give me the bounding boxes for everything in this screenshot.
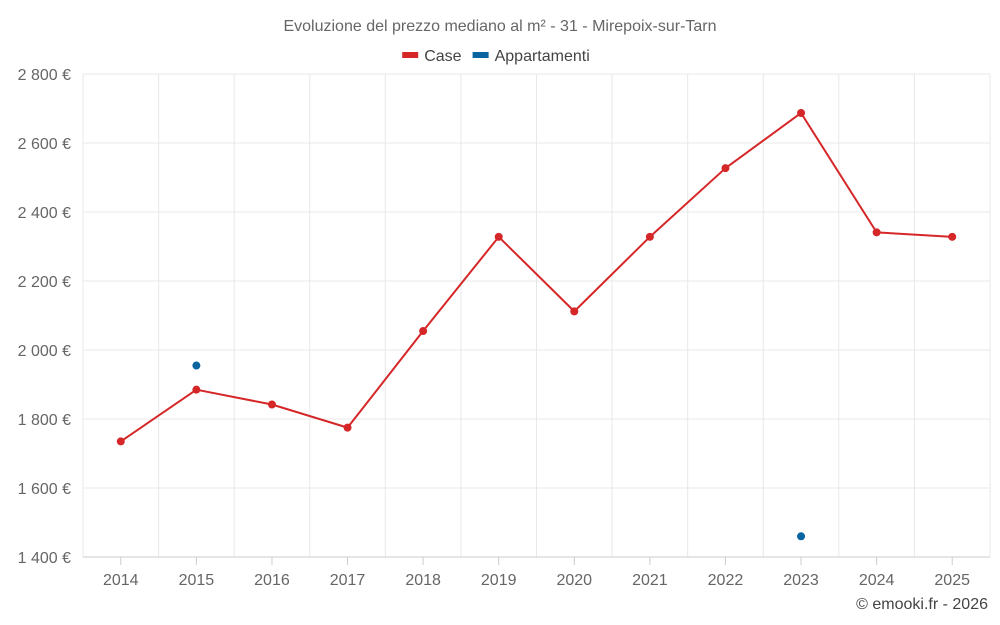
y-tick-label: 2 000 € — [18, 343, 71, 360]
x-tick-label: 2018 — [405, 572, 441, 589]
y-tick-label: 2 200 € — [18, 274, 71, 291]
legend-swatch — [402, 52, 419, 58]
data-point[interactable] — [645, 232, 654, 241]
legend-label: Appartamenti — [495, 48, 590, 65]
x-tick-label: 2019 — [481, 572, 517, 589]
x-tick-label: 2021 — [632, 572, 668, 589]
series-line-segment — [270, 403, 349, 429]
legend-item-case[interactable]: Case — [402, 48, 462, 65]
credit-text: © emooki.fr - 2026 — [856, 596, 988, 613]
series-line-segment — [195, 388, 273, 406]
series-line-segment — [724, 111, 803, 170]
chart-title: Evoluzione del prezzo mediano al m² - 31… — [283, 18, 716, 35]
x-tick-label: 2014 — [103, 572, 139, 589]
data-point[interactable] — [797, 532, 806, 541]
y-axis: 1 400 € 1 600 € 1 800 € 2 000 € 2 200 € 2 400… — [18, 67, 71, 567]
legend-item-appartamenti[interactable]: Appartamenti — [472, 48, 590, 65]
legend: Case Appartamenti — [402, 48, 590, 65]
x-tick-label: 2024 — [859, 572, 895, 589]
series-line-segment — [422, 235, 500, 333]
legend-swatch — [472, 52, 489, 58]
x-tick-label: 2015 — [179, 572, 215, 589]
series-line-segment — [497, 235, 576, 313]
data-point[interactable] — [343, 423, 352, 432]
series-line-segment — [800, 111, 878, 234]
data-point[interactable] — [948, 232, 957, 241]
x-axis: 2014 2015 2016 2017 2018 2019 2020 2021 2022 2023… — [83, 556, 990, 589]
series-line-segment — [648, 167, 727, 238]
y-tick-label: 1 600 € — [18, 481, 71, 498]
data-point[interactable] — [192, 361, 201, 370]
series-line-segment — [875, 231, 954, 238]
data-point[interactable] — [570, 307, 579, 316]
y-tick-label: 2 600 € — [18, 136, 71, 153]
series-line-segment — [573, 235, 651, 313]
legend-label: Case — [424, 48, 461, 65]
series-line-segment — [346, 330, 425, 429]
data-point[interactable] — [419, 327, 428, 336]
x-tick-label: 2017 — [330, 572, 366, 589]
data-point[interactable] — [721, 164, 730, 173]
x-tick-label: 2025 — [934, 572, 970, 589]
y-tick-label: 1 800 € — [18, 412, 71, 429]
grid — [82, 73, 991, 557]
series-case — [116, 108, 957, 446]
x-tick-label: 2016 — [254, 572, 290, 589]
data-point[interactable] — [797, 108, 806, 117]
series-layer — [116, 108, 957, 541]
y-tick-label: 2 800 € — [18, 67, 71, 84]
series-line-segment — [119, 388, 198, 443]
x-tick-label: 2020 — [556, 572, 592, 589]
series-appartamenti — [192, 361, 806, 541]
y-tick-label: 1 400 € — [18, 550, 71, 567]
data-point[interactable] — [116, 437, 125, 446]
x-tick-label: 2022 — [708, 572, 744, 589]
data-point[interactable] — [494, 232, 503, 241]
x-tick-label: 2023 — [783, 572, 819, 589]
data-point[interactable] — [872, 228, 881, 237]
y-tick-label: 2 400 € — [18, 205, 71, 222]
data-point[interactable] — [267, 400, 276, 409]
data-point[interactable] — [192, 385, 201, 394]
